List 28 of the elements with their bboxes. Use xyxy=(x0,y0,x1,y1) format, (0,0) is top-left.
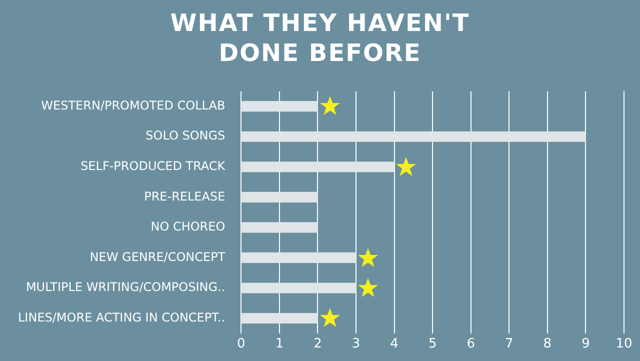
x-tick-label: 10 xyxy=(616,336,632,352)
bar xyxy=(242,282,356,294)
y-tick-label: LINES/MORE ACTING IN CONCEPT.. xyxy=(18,310,226,324)
x-tick-label: 6 xyxy=(466,336,476,352)
y-tick-label: NEW GENRE/CONCEPT xyxy=(90,250,226,264)
y-tick-label: MULTIPLE WRITING/COMPOSING.. xyxy=(26,280,226,294)
y-tick-label: WESTERN/PROMOTED COLLAB xyxy=(41,98,226,112)
bar xyxy=(242,222,318,233)
y-tick-label: SELF-PRODUCED TRACK xyxy=(80,159,226,174)
x-tick-label: 1 xyxy=(275,336,284,352)
bar xyxy=(242,312,318,324)
x-tick-label: 0 xyxy=(237,336,246,352)
bar xyxy=(242,131,586,142)
x-tick-label: 4 xyxy=(390,336,398,352)
x-tick-label: 3 xyxy=(352,336,360,352)
x-tick-label: 2 xyxy=(314,336,322,352)
bar xyxy=(242,252,356,264)
x-tick-label: 9 xyxy=(582,336,590,352)
x-tick-label: 5 xyxy=(428,336,437,352)
x-tick-label: 7 xyxy=(505,336,514,352)
bar xyxy=(242,192,318,202)
y-tick-label: PRE-RELEASE xyxy=(144,189,226,204)
y-tick-label: SOLO SONGS xyxy=(146,128,226,143)
x-tick-label: 8 xyxy=(543,336,552,352)
bar xyxy=(242,101,318,112)
y-tick-label: NO CHOREO xyxy=(150,220,226,234)
bar xyxy=(242,162,394,172)
chart-title: WHAT THEY HAVEN'T DONE BEFORE xyxy=(169,8,471,68)
